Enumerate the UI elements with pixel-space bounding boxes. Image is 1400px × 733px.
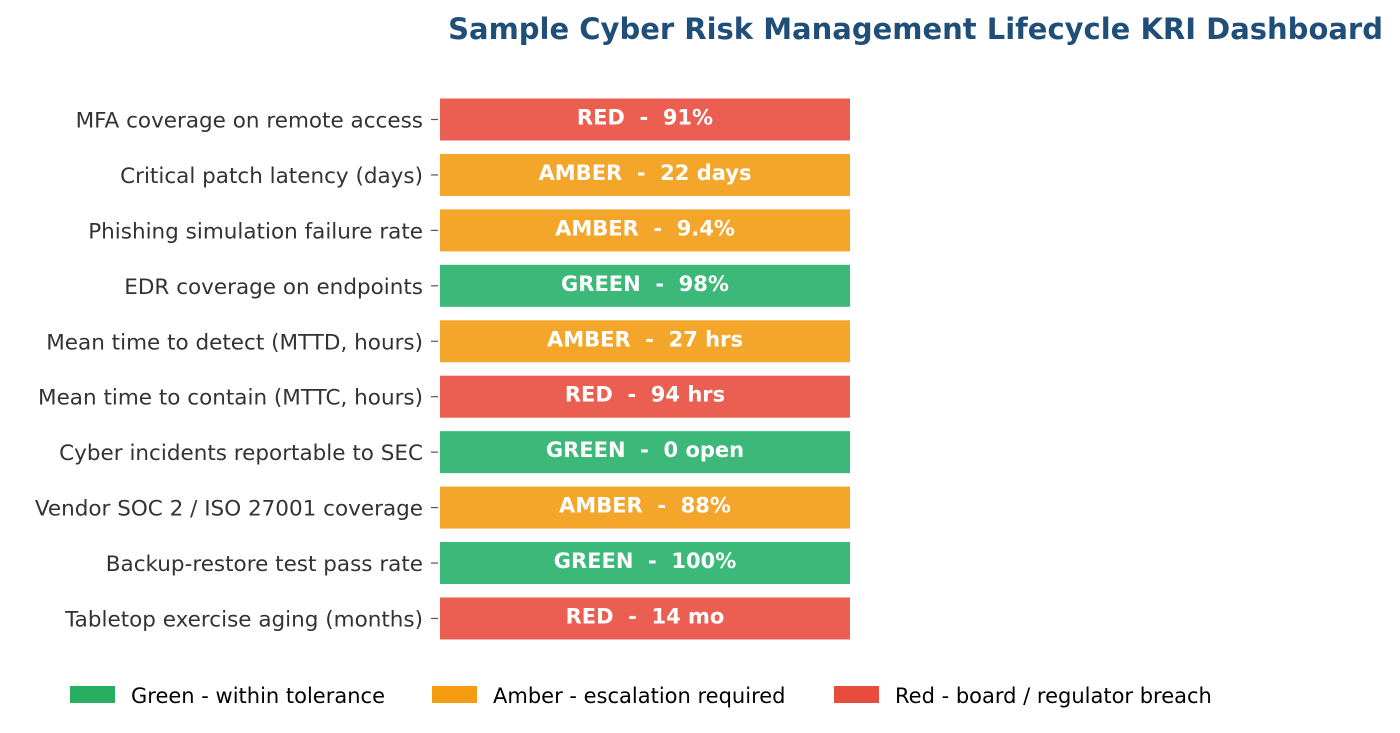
legend-swatch-green — [70, 686, 115, 703]
legend-label: Green - within tolerance — [131, 684, 385, 708]
status-bar-amber — [440, 153, 850, 196]
legend-item-amber: Amber - escalation required — [432, 684, 786, 708]
kri-label: Tabletop exercise aging (months) — [64, 607, 423, 632]
kri-label: MFA coverage on remote access — [76, 109, 423, 134]
legend-swatch-red — [834, 686, 879, 703]
status-bar-label: RED - 94 hrs — [565, 383, 725, 407]
legend: Green - within tolerance Amber - escalati… — [70, 684, 1212, 708]
kri-row: Cyber incidents reportable to SEC GREEN -… — [59, 431, 850, 474]
kri-row: Phishing simulation failure rate AMBER - … — [88, 209, 850, 252]
kri-label: Phishing simulation failure rate — [88, 219, 423, 244]
status-bar-green — [440, 542, 850, 585]
status-bar-label: GREEN - 100% — [554, 549, 737, 573]
status-bar-label: RED - 91% — [577, 106, 713, 130]
kri-row: Critical patch latency (days) AMBER - 22 … — [120, 153, 850, 196]
status-bar-red — [440, 597, 850, 640]
status-bar-amber — [440, 486, 850, 529]
kri-row: EDR coverage on endpoints GREEN - 98% — [124, 264, 850, 307]
kri-rows: MFA coverage on remote access RED - 91% Cr… — [35, 98, 850, 640]
status-bar-label: AMBER - 88% — [559, 494, 731, 518]
status-bar-label: AMBER - 9.4% — [555, 216, 735, 240]
legend-item-green: Green - within tolerance — [70, 684, 385, 708]
status-bar-green — [440, 431, 850, 474]
kri-row: Mean time to detect (MTTD, hours) AMBER -… — [46, 320, 850, 363]
kri-label: Mean time to contain (MTTC, hours) — [38, 386, 423, 411]
kri-label: Cyber incidents reportable to SEC — [59, 441, 423, 466]
status-bar-label: AMBER - 22 days — [539, 161, 752, 185]
status-bar-red — [440, 375, 850, 418]
status-bar-amber — [440, 320, 850, 363]
status-bar-label: GREEN - 0 open — [546, 438, 744, 462]
kri-row: Vendor SOC 2 / ISO 27001 coverage AMBER -… — [35, 486, 850, 529]
kri-row: Tabletop exercise aging (months) RED - 14… — [64, 597, 850, 640]
status-bar-label: RED - 14 mo — [566, 604, 725, 628]
kri-row: Backup-restore test pass rate GREEN - 100… — [106, 542, 850, 585]
status-bar-amber — [440, 209, 850, 252]
kri-label: EDR coverage on endpoints — [124, 275, 423, 300]
legend-label: Amber - escalation required — [493, 684, 786, 708]
status-bar-label: AMBER - 27 hrs — [547, 327, 743, 351]
status-bar-red — [440, 98, 850, 141]
status-bar-label: GREEN - 98% — [561, 272, 729, 296]
legend-item-red: Red - board / regulator breach — [834, 684, 1212, 708]
legend-label: Red - board / regulator breach — [895, 684, 1212, 708]
status-bar-green — [440, 264, 850, 307]
chart-title: Sample Cyber Risk Management Lifecycle K… — [448, 12, 1383, 46]
kri-label: Critical patch latency (days) — [120, 164, 423, 189]
kri-label: Backup-restore test pass rate — [106, 552, 423, 577]
kri-row: MFA coverage on remote access RED - 91% — [76, 98, 850, 141]
legend-swatch-amber — [432, 686, 477, 703]
kri-label: Mean time to detect (MTTD, hours) — [46, 330, 423, 355]
kri-label: Vendor SOC 2 / ISO 27001 coverage — [35, 497, 423, 522]
kri-row: Mean time to contain (MTTC, hours) RED - … — [38, 375, 850, 418]
